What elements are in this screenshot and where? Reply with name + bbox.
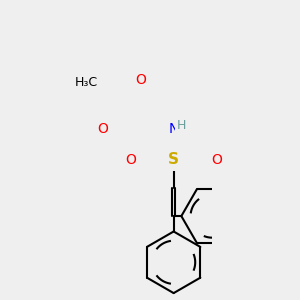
Text: O: O: [211, 153, 222, 166]
Text: O: O: [125, 153, 136, 166]
Text: H₃C: H₃C: [74, 76, 98, 89]
Text: H: H: [176, 119, 186, 132]
Text: O: O: [97, 122, 108, 136]
Text: S: S: [168, 152, 179, 167]
Text: N: N: [169, 122, 179, 136]
Text: O: O: [135, 73, 146, 87]
